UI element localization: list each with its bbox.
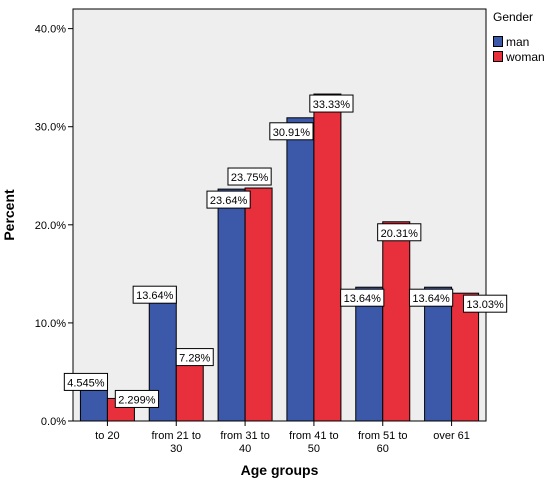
y-tick-label: 20.0% [35, 220, 66, 232]
data-label-text: 13.64% [412, 293, 450, 305]
bar-woman [382, 221, 411, 422]
data-label-text: 7.28% [179, 353, 210, 365]
plot-area [72, 8, 487, 422]
data-label-box [63, 372, 109, 391]
bar-woman [244, 187, 273, 422]
data-label-text: 4.545% [67, 377, 105, 389]
data-label-woman: 33.33% [309, 94, 354, 113]
data-label-woman: 20.31% [377, 223, 422, 242]
bar-man [355, 286, 384, 422]
legend-title: Gender [493, 10, 534, 24]
data-label-text: 23.64% [210, 195, 248, 207]
y-axis-label: Percent [1, 189, 17, 241]
data-label-box [462, 294, 508, 313]
bar-man [286, 117, 315, 422]
x-axis-label: Age groups [241, 462, 319, 478]
data-label-text: 13.64% [344, 293, 382, 305]
data-label-man: 13.64% [408, 288, 454, 307]
data-label-box [340, 288, 385, 307]
data-label-box [132, 285, 177, 304]
data-label-box [408, 288, 454, 307]
data-label-text: 33.33% [313, 99, 351, 111]
data-label-woman: 2.299% [114, 389, 160, 408]
data-label-man: 4.545% [63, 372, 109, 391]
legend-label-woman: woman [506, 50, 545, 64]
data-label-text: 23.75% [231, 172, 269, 184]
data-label-box [114, 389, 160, 408]
data-label-box [269, 122, 314, 141]
data-label-box [175, 348, 214, 367]
legend-label-man: man [506, 35, 530, 49]
data-label-box [377, 223, 422, 242]
legend-swatch-woman [493, 51, 503, 62]
data-label-man: 13.64% [132, 285, 177, 304]
data-label-text: 20.31% [381, 228, 419, 240]
data-label-man: 13.64% [340, 288, 385, 307]
x-tick-label: from 21 to 30 [151, 430, 201, 455]
legend-swatch-man [493, 36, 503, 47]
data-label-text: 13.03% [466, 299, 504, 311]
data-label-man: 23.64% [206, 190, 251, 209]
bar-man [217, 188, 246, 422]
y-tick-label: 0.0% [41, 416, 66, 428]
x-tick-label: from 51 to 60 [358, 430, 408, 455]
data-label-text: 13.64% [136, 290, 174, 302]
bar-woman [313, 93, 342, 422]
x-tick-label: from 41 to 50 [289, 430, 339, 455]
data-label-man: 30.91% [269, 122, 314, 141]
y-tick-label: 10.0% [35, 318, 66, 330]
x-tick-label: from 31 to 40 [220, 430, 270, 455]
data-label-text: 2.299% [118, 394, 156, 406]
data-label-box [227, 167, 272, 186]
data-label-woman: 7.28% [175, 348, 214, 367]
y-tick-label: 40.0% [35, 24, 66, 36]
data-label-woman: 13.03% [462, 294, 508, 313]
x-tick-label: to 20 [95, 430, 119, 442]
bar-man [424, 286, 453, 422]
x-tick-label: over 61 [433, 430, 470, 442]
data-label-text: 30.91% [273, 127, 311, 139]
y-tick-label: 30.0% [35, 122, 66, 134]
bar-woman [451, 292, 480, 422]
data-label-woman: 23.75% [227, 167, 272, 186]
data-label-box [206, 190, 251, 209]
data-label-box [309, 94, 354, 113]
